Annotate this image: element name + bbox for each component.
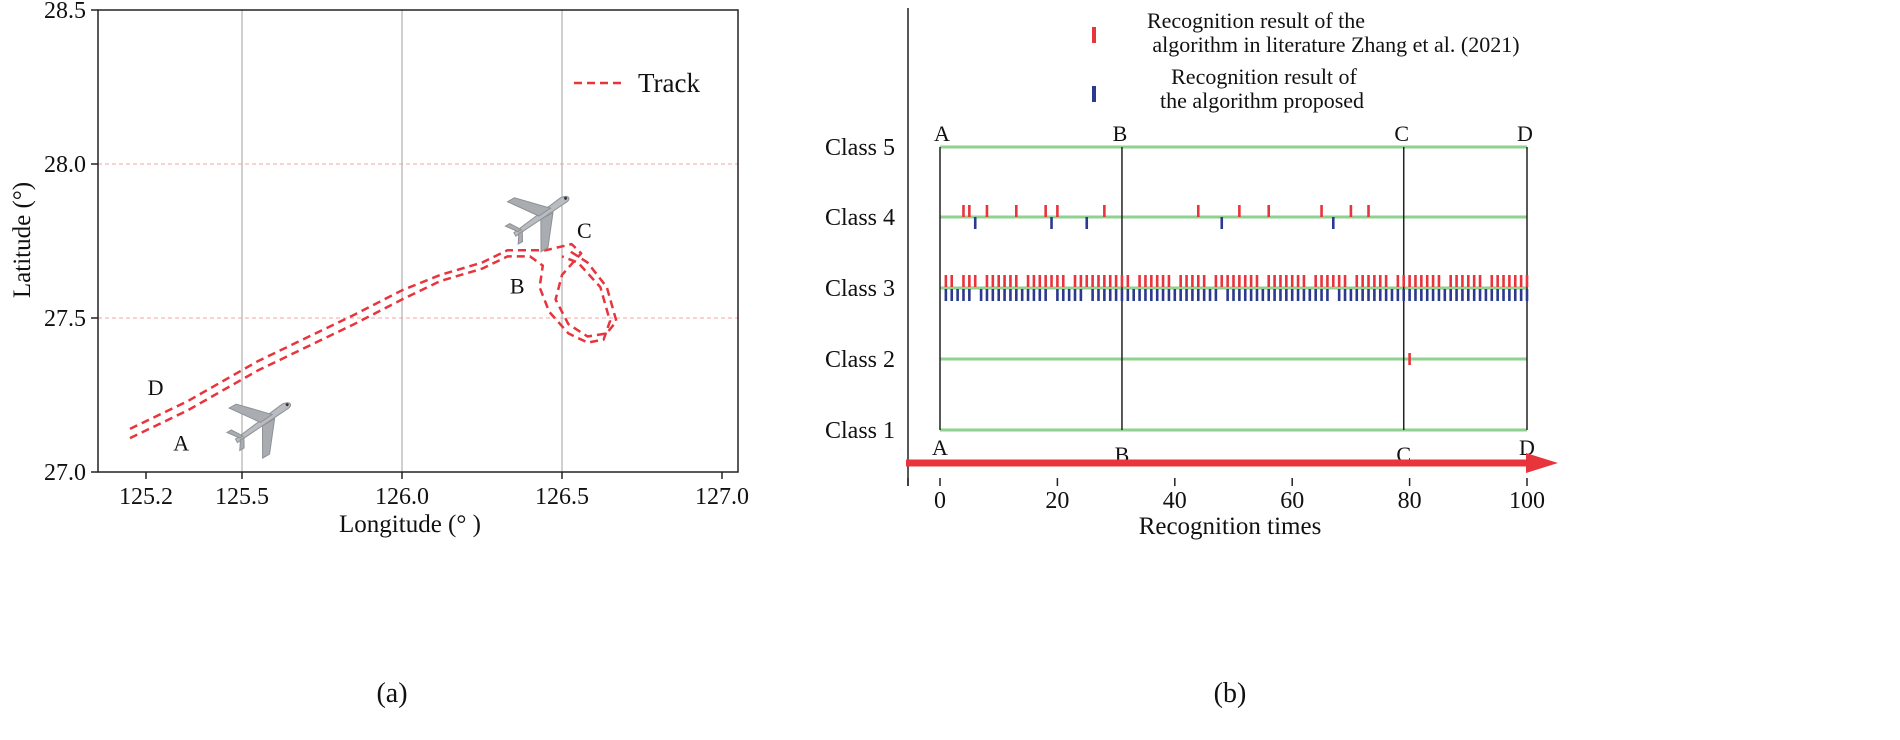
track-line <box>129 242 618 431</box>
legend-red-line1: Recognition result of the <box>1147 8 1365 33</box>
phase-label-top-d: D <box>1517 121 1533 146</box>
caption-a: (a) <box>376 678 407 709</box>
x-tick-label: 127.0 <box>695 484 749 510</box>
class-tick-labels: Class 1 Class 2 Class 3 Class 4 Class 5 <box>825 135 895 444</box>
x-tick-label: 0 <box>934 488 946 514</box>
point-label-b: B <box>510 273 525 298</box>
y-tick-label: 27.5 <box>44 306 86 332</box>
phase-label-top-b: B <box>1113 121 1128 146</box>
x-tick-label: 20 <box>1045 488 1069 514</box>
x-tick-label: 40 <box>1163 488 1187 514</box>
class-lines <box>940 145 1527 432</box>
vertical-gridlines <box>241 10 563 472</box>
horizontal-gridlines <box>98 163 738 319</box>
legend-blue-line1: Recognition result of <box>1171 64 1357 89</box>
y-axis-label: Latitude (°) <box>9 182 36 298</box>
class-tick-label: Class 1 <box>825 418 895 444</box>
phase-label-bottom-d: D <box>1519 435 1535 460</box>
x-tick-label: 126.0 <box>375 484 429 510</box>
point-label-c: C <box>577 218 592 243</box>
x-axis-label: Longitude (° ) <box>339 511 481 538</box>
phase-label-bottom-a: A <box>932 435 948 460</box>
y-tick-label: 28.0 <box>44 152 86 178</box>
class-tick-label: Class 5 <box>825 135 895 161</box>
class-tick-label: Class 4 <box>825 205 895 231</box>
point-label-a: A <box>173 430 189 455</box>
phase-boundaries <box>939 147 1528 430</box>
x-axis-ticks: 0 20 40 60 80 100 <box>907 478 1545 514</box>
track-series <box>129 242 618 440</box>
x-tick-label: 125.5 <box>215 484 269 510</box>
x-axis-label: Recognition times <box>1139 513 1322 540</box>
legend-blue-line2: the algorithm proposed <box>1160 88 1364 113</box>
legend-b: Recognition result of the algorithm in l… <box>1092 8 1520 113</box>
caption-b: (b) <box>1214 678 1247 709</box>
time-arrow-head <box>1526 453 1558 473</box>
class-tick-label: Class 2 <box>825 347 895 373</box>
x-tick-label: 60 <box>1280 488 1304 514</box>
x-tick-label: 126.5 <box>535 484 589 510</box>
x-tick-label: 100 <box>1509 488 1545 514</box>
recognition-marks <box>944 205 1529 365</box>
legend-a: Track <box>574 68 701 98</box>
phase-label-top-a: A <box>934 121 950 146</box>
point-label-d: D <box>148 375 164 400</box>
point-annotations: A B C D <box>148 218 592 456</box>
track-line <box>129 255 612 440</box>
legend-red-line2: algorithm in literature Zhang et al. (20… <box>1152 32 1519 57</box>
time-arrow <box>906 453 1558 473</box>
x-tick-label: 125.2 <box>119 484 173 510</box>
plot-a-frame <box>97 9 739 473</box>
y-tick-label: 28.5 <box>44 0 86 24</box>
class-tick-label: Class 3 <box>825 276 895 302</box>
x-tick-label: 80 <box>1398 488 1422 514</box>
x-axis-ticks: 125.2 125.5 126.0 126.5 127.0 <box>119 472 749 510</box>
legend-track-label: Track <box>638 68 701 98</box>
plot-a-background <box>98 10 738 472</box>
y-tick-label: 27.0 <box>44 460 86 486</box>
phase-label-top-c: C <box>1394 121 1409 146</box>
y-axis-ticks: 27.0 27.5 28.0 28.5 <box>44 0 98 486</box>
